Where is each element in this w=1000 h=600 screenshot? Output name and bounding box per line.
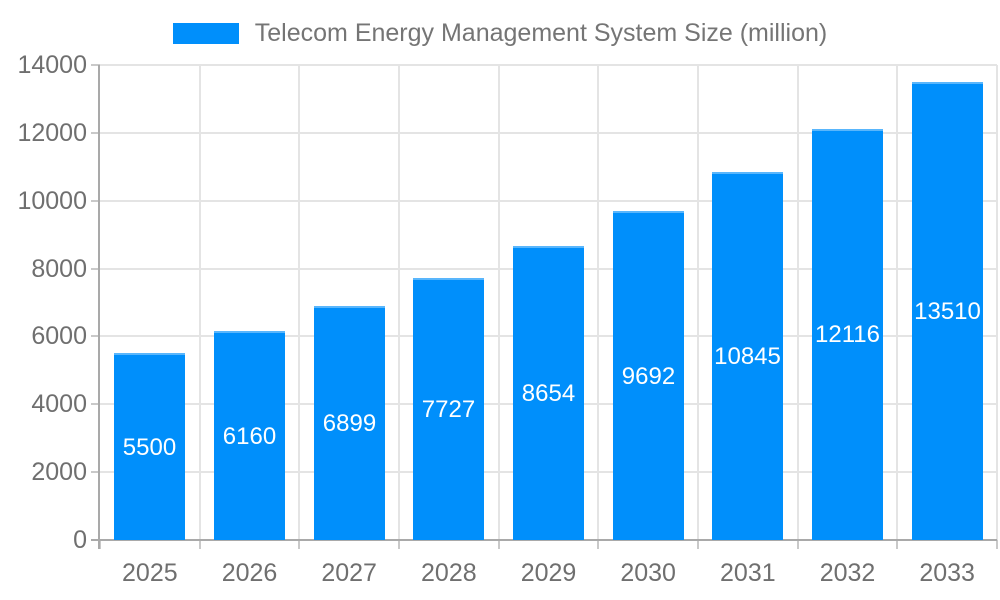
bar-2030[interactable]: 9692 xyxy=(613,211,684,540)
x-gridline xyxy=(198,65,201,540)
x-gridline xyxy=(796,65,799,540)
x-tick-mark xyxy=(99,540,101,549)
y-tick-label: 2000 xyxy=(31,458,87,487)
bar-2029[interactable]: 8654 xyxy=(513,246,584,540)
bar-value-label: 13510 xyxy=(914,297,981,325)
bar-2026[interactable]: 6160 xyxy=(214,331,285,540)
x-gridline xyxy=(896,65,899,540)
y-tick-label: 14000 xyxy=(17,51,87,79)
y-tick-mark xyxy=(91,267,100,270)
y-tick-label: 0 xyxy=(73,526,87,554)
legend-label: Telecom Energy Management System Size (m… xyxy=(254,18,828,47)
bar-value-label: 12116 xyxy=(815,321,880,349)
x-axis-line xyxy=(91,539,997,541)
y-gridline xyxy=(100,131,997,134)
x-tick-mark xyxy=(398,540,400,549)
x-tick-label: 2031 xyxy=(720,559,776,587)
x-tick-mark xyxy=(597,540,600,549)
bar-2033[interactable]: 13510 xyxy=(912,81,983,540)
bar-value-label: 6160 xyxy=(222,422,277,450)
x-tick-label: 2029 xyxy=(520,559,577,587)
bar-2032[interactable]: 12116 xyxy=(812,128,883,540)
x-gridline xyxy=(398,65,400,540)
x-tick-label: 2032 xyxy=(819,559,876,587)
y-tick-mark xyxy=(91,403,100,406)
bar-value-label: 9692 xyxy=(621,362,676,390)
y-tick-mark xyxy=(91,335,100,338)
y-tick-label: 10000 xyxy=(17,186,87,215)
x-tick-mark xyxy=(896,540,899,549)
bar-value-label: 8654 xyxy=(521,380,576,408)
y-tick-label: 12000 xyxy=(17,118,87,147)
bar-2027[interactable]: 6899 xyxy=(314,305,385,540)
y-tick-mark xyxy=(91,471,100,474)
y-tick-label: 4000 xyxy=(31,390,87,419)
bar-2025[interactable]: 5500 xyxy=(114,353,185,540)
x-gridline xyxy=(298,65,301,540)
x-tick-label: 2026 xyxy=(221,559,278,587)
y-tick-mark xyxy=(91,64,100,66)
bar-value-label: 7727 xyxy=(421,395,476,423)
bar-value-label: 6899 xyxy=(322,409,377,437)
bar-value-label: 5500 xyxy=(122,433,177,461)
bar-2031[interactable]: 10845 xyxy=(712,172,783,540)
x-tick-mark xyxy=(298,540,301,549)
y-tick-mark xyxy=(91,199,100,202)
bar-value-label: 10845 xyxy=(714,343,781,370)
x-tick-mark xyxy=(697,540,699,549)
x-tick-label: 2028 xyxy=(421,559,477,587)
y-tick-mark xyxy=(91,131,100,134)
x-gridline xyxy=(996,65,998,540)
legend-swatch xyxy=(172,22,239,44)
x-tick-label: 2025 xyxy=(122,559,178,587)
x-tick-label: 2033 xyxy=(919,559,975,587)
y-gridline xyxy=(100,199,997,202)
x-tick-label: 2030 xyxy=(620,559,676,587)
y-gridline xyxy=(100,64,997,66)
y-axis-line xyxy=(98,65,100,549)
chart-legend[interactable]: Telecom Energy Management System Size (m… xyxy=(0,18,1000,48)
x-gridline xyxy=(497,65,500,540)
y-tick-label: 6000 xyxy=(31,322,87,351)
x-tick-label: 2027 xyxy=(321,559,377,587)
x-tick-mark xyxy=(796,540,799,549)
x-gridline xyxy=(597,65,600,540)
y-tick-label: 8000 xyxy=(31,254,87,283)
x-gridline xyxy=(697,65,699,540)
x-tick-mark xyxy=(198,540,201,549)
x-tick-mark xyxy=(497,540,500,549)
x-tick-mark xyxy=(996,540,998,549)
bar-2028[interactable]: 7727 xyxy=(413,277,484,540)
